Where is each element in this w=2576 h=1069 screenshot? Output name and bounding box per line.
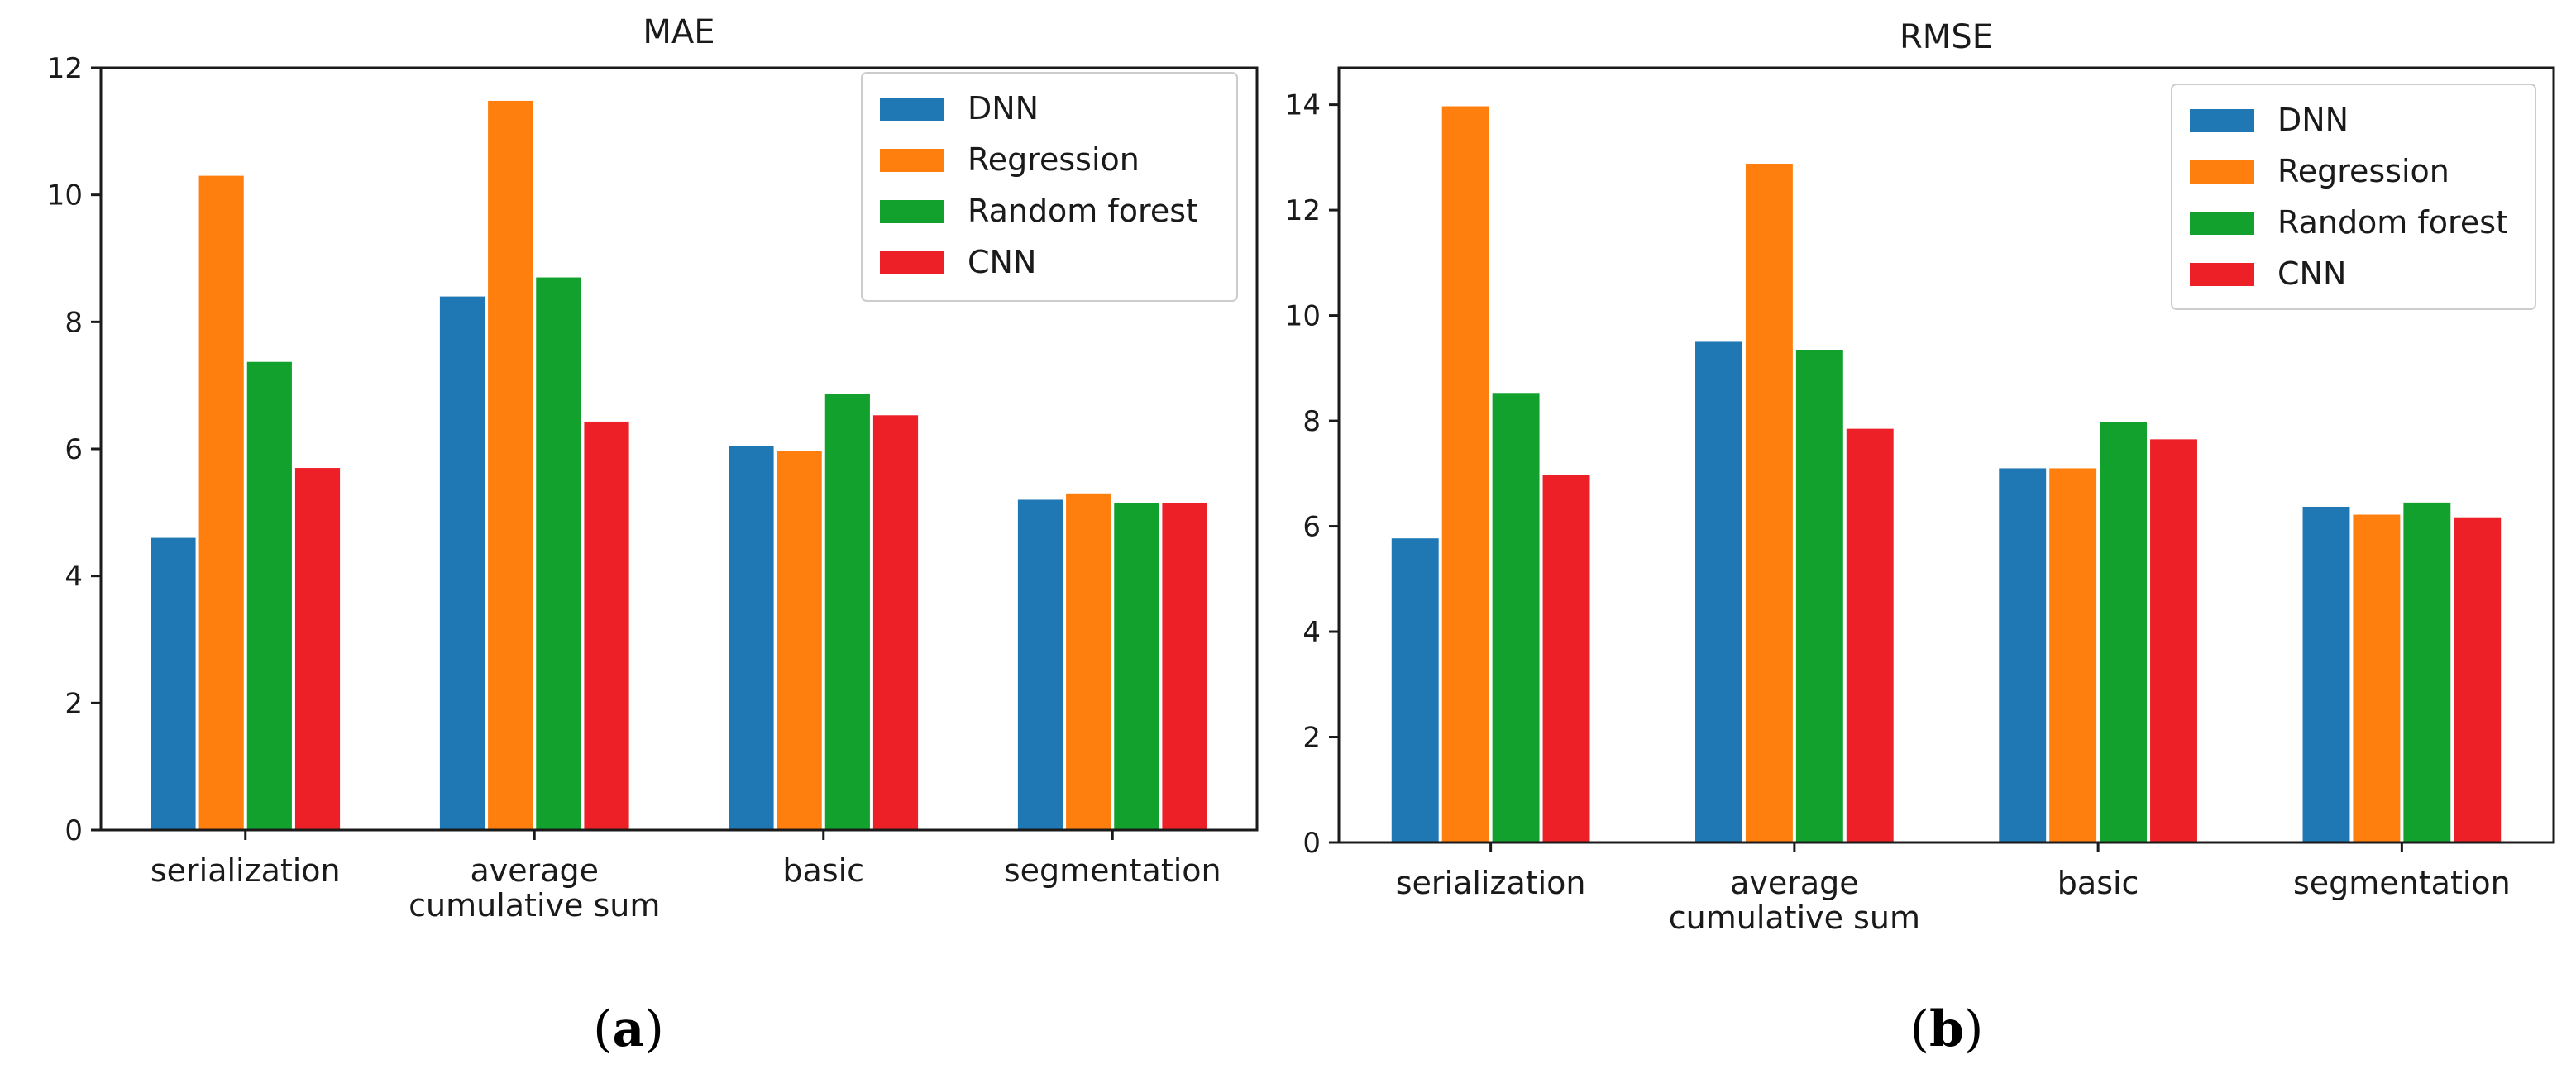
bar-random-forest (1795, 350, 1843, 843)
bar-regression (2049, 468, 2097, 842)
axes-frame (1337, 66, 2555, 844)
bar-cnn (1846, 428, 1894, 842)
bar-dnn (1695, 341, 1742, 842)
bar-dnn (2302, 506, 2350, 842)
bar-regression (777, 451, 822, 830)
panel-label: (a) (593, 1000, 664, 1058)
bar-regression (488, 100, 533, 831)
legend-swatch (880, 251, 944, 274)
y-tick-label: 4 (1302, 616, 1321, 649)
y-tick-label: 0 (65, 814, 83, 847)
legend-swatch (2190, 160, 2254, 184)
y-tick-label: 2 (1302, 722, 1321, 755)
y-tick-label: 14 (1285, 89, 1321, 122)
legend: DNN Regression Random forest CNN (861, 72, 1238, 302)
y-tick-label: 10 (47, 179, 83, 212)
y-tick-label: 6 (65, 433, 83, 466)
x-tick-label: cumulative sum (1669, 900, 1920, 936)
bar-cnn (294, 468, 341, 830)
bar-cnn (2150, 439, 2197, 842)
bar-dnn (151, 537, 196, 830)
legend-label: Random forest (968, 193, 1198, 229)
bar-regression (1066, 493, 1111, 830)
bar-regression (1745, 164, 1793, 842)
legend-label: Regression (968, 141, 1140, 178)
x-tick-label: basic (2057, 865, 2139, 901)
panel-rmse: RMSE 0 2 4 6 8 10 12 14 serialization averagecumul… (1285, 18, 2555, 1058)
bar-cnn (584, 421, 629, 830)
bar-regression (1441, 106, 1489, 842)
y-tick-label: 4 (65, 561, 83, 594)
legend-swatch (880, 149, 944, 172)
legend-box (2171, 84, 2536, 310)
legend-box (861, 72, 1238, 302)
y-tick-label: 8 (65, 306, 83, 339)
bar-cnn (1542, 475, 1590, 842)
x-tick-label: serialization (151, 852, 341, 889)
panel-label: (b) (1910, 1000, 1984, 1058)
bar-random-forest (2100, 422, 2148, 842)
bar-dnn (439, 296, 485, 831)
legend-swatch (2190, 212, 2254, 235)
legend-swatch (880, 200, 944, 223)
bar-random-forest (824, 394, 870, 830)
legend-label: DNN (968, 90, 1039, 126)
y-tick-label: 10 (1285, 300, 1321, 333)
bar-regression (198, 175, 244, 830)
bar-random-forest (246, 361, 292, 830)
bar-random-forest (536, 277, 581, 830)
legend-label: CNN (968, 244, 1036, 280)
bar-cnn (1162, 503, 1207, 830)
bar-dnn (1017, 499, 1063, 830)
legend-swatch (2190, 109, 2254, 132)
y-tick-label: 2 (65, 687, 83, 720)
bar-random-forest (1492, 393, 1540, 842)
chart-title: MAE (643, 13, 714, 51)
x-tick-label: cumulative sum (409, 887, 660, 923)
bar-cnn (872, 415, 919, 830)
x-tick-label: segmentation (2293, 865, 2511, 901)
legend: DNN Regression Random forest CNN (2171, 84, 2536, 310)
bar-random-forest (2403, 502, 2451, 842)
legend-label: Random forest (2277, 204, 2508, 241)
legend-swatch (2190, 263, 2254, 286)
axes-frame (99, 66, 1259, 832)
legend-swatch (880, 98, 944, 121)
bar-cnn (2454, 517, 2502, 842)
y-tick-label: 8 (1302, 405, 1321, 438)
x-tick-label: serialization (1396, 865, 1586, 901)
x-tick-label: basic (782, 852, 864, 889)
x-tick-label: average (470, 852, 599, 889)
legend-label: Regression (2277, 153, 2449, 189)
chart-title: RMSE (1900, 18, 1993, 56)
x-tick-label: segmentation (1004, 852, 1221, 889)
y-tick-label: 0 (1302, 827, 1321, 860)
legend-label: DNN (2277, 102, 2349, 138)
y-tick-label: 6 (1302, 511, 1321, 544)
bar-dnn (1391, 538, 1439, 842)
legend-label: CNN (2277, 255, 2346, 292)
y-tick-label: 12 (47, 52, 83, 85)
x-tick-label: average (1730, 865, 1859, 901)
panel-mae: MAE 0 2 4 6 8 10 12 serialization averagecumulati… (47, 13, 1259, 1058)
bar-dnn (1999, 468, 2047, 842)
bar-regression (2353, 514, 2401, 842)
bar-dnn (729, 446, 774, 830)
y-tick-label: 12 (1285, 194, 1321, 227)
bar-random-forest (1114, 503, 1159, 830)
